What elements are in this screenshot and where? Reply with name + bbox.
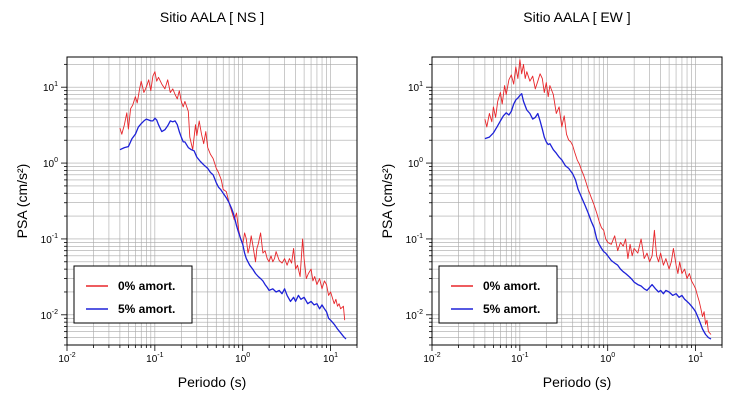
legend: 0% amort. 5% amort. (438, 265, 558, 324)
y-tick-label: 100 (43, 157, 58, 170)
chart-panel-ew: Sitio AALA [ EW ] 10-2 10-1 100 101 10-2 10-1 1… (379, 9, 723, 390)
y-tick-label: 101 (408, 81, 423, 94)
chart-title: Sitio AALA [ EW ] (523, 9, 630, 25)
y-tick-label: 101 (43, 81, 58, 94)
x-axis-label: Periodo (s) (178, 374, 246, 390)
x-axis-label: Periodo (s) (543, 374, 611, 390)
x-tick-label: 101 (688, 352, 703, 365)
legend-label: 5% amort. (483, 302, 540, 316)
y-tick-label: 10-2 (406, 309, 423, 322)
y-axis-label: PSA (cm/s²) (14, 164, 30, 239)
x-tick-label: 10-1 (511, 352, 528, 365)
chart-panel-ns: Sitio AALA [ NS ] 10-2 10-1 100 101 10-2 10-1 1… (14, 9, 358, 390)
x-tick-label: 10-2 (58, 352, 75, 365)
series-line-damping-5 (484, 93, 712, 340)
chart-title: Sitio AALA [ NS ] (160, 9, 264, 25)
series-line-damping-5 (119, 117, 347, 340)
legend-label: 5% amort. (118, 302, 175, 316)
y-tick-label: 10-2 (41, 309, 58, 322)
legend-label: 0% amort. (483, 279, 540, 293)
legend-label: 0% amort. (118, 279, 175, 293)
legend-box (438, 265, 558, 324)
plot-frame (431, 56, 723, 346)
y-tick-label: 10-1 (406, 233, 423, 246)
x-tick-label: 10-1 (146, 352, 163, 365)
y-tick-label: 10-1 (41, 233, 58, 246)
x-tick-label: 100 (235, 352, 250, 365)
legend: 0% amort. 5% amort. (73, 265, 193, 324)
x-tick-label: 100 (600, 352, 615, 365)
series-line-damping-0 (119, 71, 346, 321)
y-tick-label: 100 (408, 157, 423, 170)
legend-box (73, 265, 193, 324)
series-line-damping-0 (484, 59, 712, 335)
plot-frame (66, 56, 358, 346)
x-tick-label: 101 (323, 352, 338, 365)
x-tick-label: 10-2 (423, 352, 440, 365)
y-axis-label: PSA (cm/s²) (379, 164, 395, 239)
